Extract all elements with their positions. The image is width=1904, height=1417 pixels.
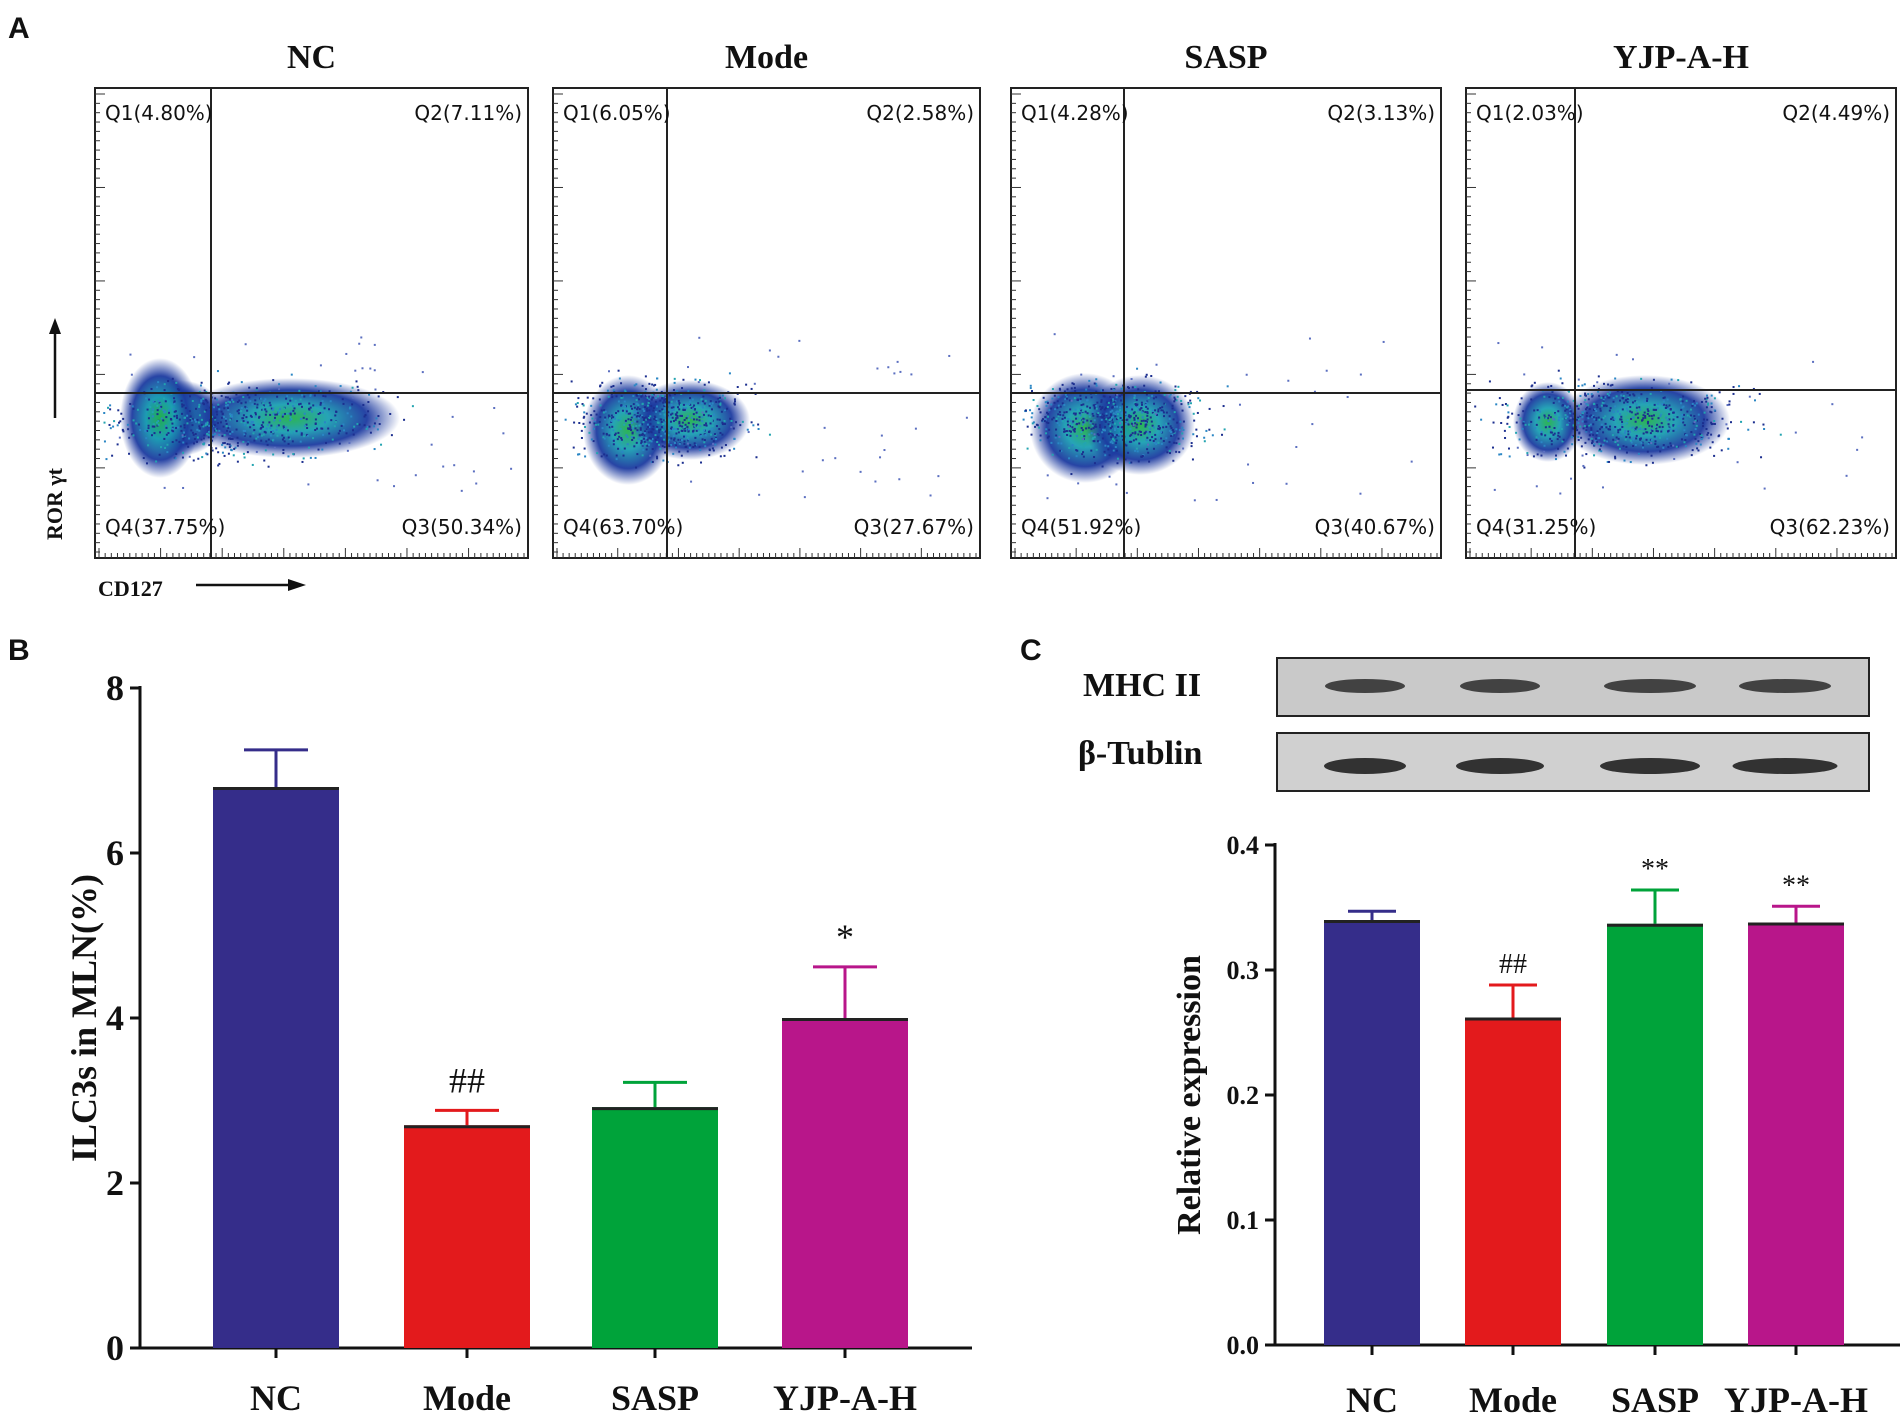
flow-ticks <box>95 93 525 558</box>
quadrant-q2: Q2(3.13%) <box>1327 101 1435 125</box>
x-tick-label: Mode <box>1469 1380 1557 1417</box>
blot-band-mhc-ii <box>1460 679 1540 693</box>
blot-band-beta-tublin <box>1600 758 1700 774</box>
x-tick-label: NC <box>1346 1380 1398 1417</box>
bar <box>1748 922 1844 1345</box>
significance-label: ## <box>1499 949 1527 980</box>
flow-events <box>103 336 513 492</box>
flow-plot-frame <box>94 87 529 559</box>
quadrant-q4: Q4(31.25%) <box>1476 515 1596 539</box>
blot-band-mhc-ii <box>1325 679 1405 693</box>
flow-ticks <box>553 93 977 558</box>
y-tick-label: 0.4 <box>1227 831 1260 860</box>
flow-plot-title: NC <box>287 39 336 76</box>
quadrant-q1: Q1(6.05%) <box>563 101 671 125</box>
y-axis-label: ILC3s in MLN(%) <box>64 874 104 1162</box>
x-tick-label: YJP-A-H <box>1724 1380 1868 1417</box>
quadrant-q2: Q2(7.11%) <box>414 101 522 125</box>
y-tick-label: 2 <box>106 1163 124 1203</box>
quadrant-q3: Q3(40.67%) <box>1315 515 1435 539</box>
quadrant-q1: Q1(4.80%) <box>105 101 213 125</box>
quadrant-q3: Q3(27.67%) <box>854 515 974 539</box>
panel-letter-b: B <box>8 634 30 667</box>
flow-plot-title: Mode <box>725 39 808 76</box>
significance-label: ## <box>449 1060 485 1100</box>
flow-ticks <box>1466 93 1893 558</box>
bar <box>213 787 339 1348</box>
significance-label: ** <box>1782 870 1810 901</box>
y-tick-label: 0.3 <box>1227 956 1260 985</box>
flow-ticks <box>1011 93 1438 558</box>
flow-cytometry-panel: NC Q1(4.80%) Q2(7.11%) Q4(37.75%) Q3(50.34%)… <box>94 39 1897 559</box>
flow-plot-title: YJP-A-H <box>1613 39 1749 76</box>
bar <box>1607 923 1703 1345</box>
bar <box>1324 920 1420 1345</box>
significance-label: ** <box>1641 854 1669 885</box>
blot-band-beta-tublin <box>1324 758 1406 774</box>
y-tick-label: 0 <box>106 1328 124 1368</box>
quadrant-q4: Q4(51.92%) <box>1021 515 1141 539</box>
y-tick-label: 0.0 <box>1227 1331 1260 1360</box>
quadrant-q2: Q2(2.58%) <box>866 101 974 125</box>
bar <box>404 1125 530 1348</box>
flow-events <box>1022 333 1413 502</box>
quadrant-q3: Q3(50.34%) <box>402 515 522 539</box>
quadrant-q3: Q3(62.23%) <box>1770 515 1890 539</box>
y-tick-label: 0.1 <box>1227 1206 1260 1235</box>
flow-plot-title: SASP <box>1184 39 1267 76</box>
y-tick-label: 8 <box>106 668 124 708</box>
quadrant-q1: Q1(2.03%) <box>1476 101 1584 125</box>
chart-c: 0.0 0.1 0.2 0.3 0.4 Relative expression NC Mode… <box>1171 831 1900 1417</box>
blot-band-mhc-ii <box>1604 679 1696 693</box>
flow-events <box>1474 342 1864 495</box>
flow-x-arrow-head <box>288 579 306 591</box>
quadrant-q4: Q4(63.70%) <box>563 515 683 539</box>
panel-letter-a: A <box>8 12 30 45</box>
blot-band-beta-tublin <box>1456 758 1544 774</box>
y-axis-label: Relative expression <box>1171 955 1208 1235</box>
flow-y-arrow-head <box>49 318 61 334</box>
x-tick-label: YJP-A-H <box>773 1378 917 1417</box>
blot-bands <box>1324 679 1838 774</box>
western-blot: MHC II β-Tublin <box>1078 657 1870 792</box>
quadrant-q2: Q2(4.49%) <box>1782 101 1890 125</box>
quadrant-q4: Q4(37.75%) <box>105 515 225 539</box>
quadrant-q1: Q1(4.28%) <box>1021 101 1129 125</box>
y-tick-label: 0.2 <box>1227 1081 1260 1110</box>
flow-plot: NC Q1(4.80%) Q2(7.11%) Q4(37.75%) Q3(50.34%) <box>94 39 529 559</box>
flow-x-axis-label: CD127 <box>98 576 163 601</box>
x-tick-label: SASP <box>1611 1380 1699 1417</box>
bar <box>782 1018 908 1348</box>
flow-plot: SASP Q1(4.28%) Q2(3.13%) Q4(51.92%) Q3(40.67… <box>1010 39 1442 559</box>
flow-plot-frame <box>1010 87 1442 559</box>
significance-label: * <box>836 917 854 957</box>
flow-events <box>564 336 968 499</box>
x-tick-label: Mode <box>423 1378 511 1417</box>
x-tick-label: NC <box>250 1378 302 1417</box>
blot-label-beta-tublin: β-Tublin <box>1078 735 1203 772</box>
bar <box>592 1107 718 1348</box>
blot-label-mhc-ii: MHC II <box>1083 667 1201 704</box>
panel-letter-c: C <box>1020 634 1042 667</box>
y-tick-label: 6 <box>106 833 124 873</box>
bar <box>1465 1017 1561 1345</box>
y-tick-label: 4 <box>106 998 124 1038</box>
blot-band-beta-tublin <box>1732 758 1838 774</box>
flow-plot: Mode Q1(6.05%) Q2(2.58%) Q4(63.70%) Q3(27.67… <box>552 39 981 559</box>
blot-band-mhc-ii <box>1739 679 1831 693</box>
flow-plot-frame <box>552 87 981 559</box>
flow-plot: YJP-A-H Q1(2.03%) Q2(4.49%) Q4(31.25%) Q3(62… <box>1465 39 1897 559</box>
flow-plot-frame <box>1465 87 1897 559</box>
flow-y-axis-label: ROR γt <box>42 467 67 540</box>
x-tick-label: SASP <box>611 1378 699 1417</box>
chart-b: 0 2 4 6 8 ILC3s in MLN(%) NC Mode ## SASP YJP-A-H * <box>64 668 972 1417</box>
